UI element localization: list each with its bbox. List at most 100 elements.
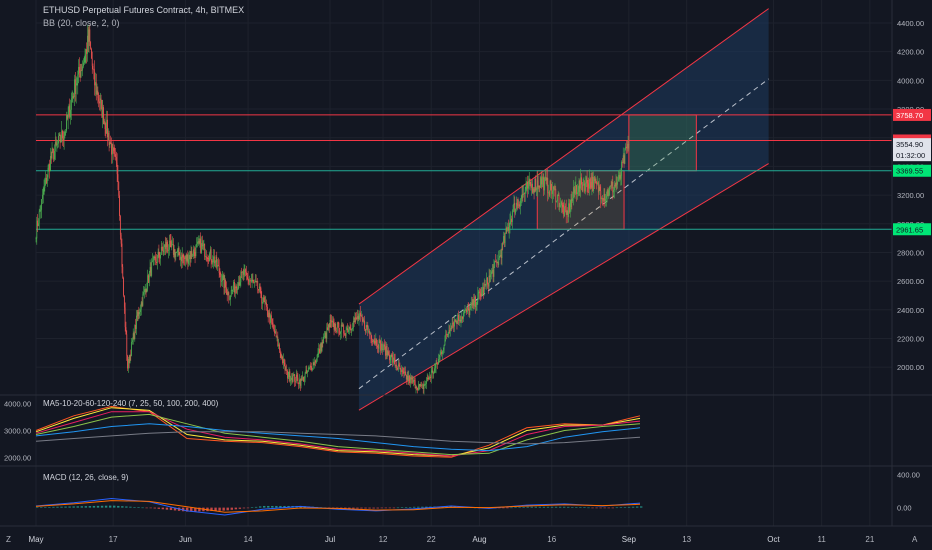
macd-histogram-bar: [348, 507, 351, 509]
candle: [511, 218, 512, 222]
macd-histogram-bar: [404, 507, 408, 508]
candle: [123, 295, 125, 308]
macd-histogram-bar: [623, 507, 627, 508]
time-tick-label: May: [28, 535, 43, 544]
macd-histogram-bar: [591, 507, 594, 509]
macd-histogram-bar: [100, 505, 104, 508]
candle: [336, 322, 338, 332]
candle: [595, 179, 597, 184]
candle: [517, 204, 519, 206]
candle: [189, 255, 191, 259]
candle: [41, 199, 43, 210]
candle: [329, 319, 331, 328]
candle: [77, 74, 79, 84]
candle: [459, 319, 461, 322]
candle: [552, 190, 553, 194]
macd-histogram-bar: [376, 507, 379, 509]
candle: [580, 177, 582, 189]
candle: [179, 255, 181, 260]
candle: [547, 178, 549, 194]
candle: [593, 177, 594, 192]
candle: [274, 329, 275, 334]
candle: [488, 275, 490, 287]
macd-histogram-bar: [502, 507, 505, 509]
candle: [225, 287, 227, 295]
candle: [479, 291, 480, 293]
candle: [113, 147, 115, 151]
candle: [107, 132, 109, 138]
macd-histogram-bar: [518, 507, 521, 508]
candle: [585, 177, 587, 183]
macd-tick-label: 0.00: [897, 504, 912, 513]
price-tick-label: 4000.00: [897, 76, 924, 85]
candle: [336, 330, 337, 332]
macd-histogram-bar: [352, 507, 355, 509]
candle: [395, 365, 397, 367]
candle: [272, 322, 274, 325]
candle: [42, 194, 43, 200]
candle: [621, 161, 623, 176]
candle: [401, 369, 402, 372]
candle: [472, 299, 474, 306]
macd-histogram-bar: [72, 506, 75, 508]
candle: [607, 190, 609, 197]
candle: [536, 180, 538, 188]
candle: [144, 289, 145, 293]
candle: [250, 280, 251, 282]
candle: [154, 256, 156, 259]
candle: [626, 147, 628, 149]
candle: [203, 243, 205, 246]
candle: [527, 181, 529, 189]
candle: [319, 343, 321, 353]
candle: [340, 332, 341, 334]
candle: [250, 281, 252, 282]
candle: [489, 275, 491, 277]
candle: [111, 143, 112, 155]
candle: [622, 155, 624, 163]
candle: [165, 242, 167, 249]
macd-histogram-bar: [230, 507, 233, 510]
candle: [555, 188, 557, 203]
candle: [218, 265, 220, 273]
candle: [464, 310, 466, 314]
candle: [371, 339, 373, 341]
candle: [119, 195, 120, 217]
candle: [448, 330, 450, 334]
candle: [334, 324, 336, 330]
candle: [195, 245, 197, 257]
macd-histogram-bar: [388, 507, 392, 509]
candle: [578, 180, 580, 192]
candle: [434, 368, 435, 374]
candle: [328, 324, 330, 328]
candle: [355, 317, 357, 319]
candle: [48, 163, 50, 168]
candle: [306, 369, 308, 373]
candle: [347, 328, 349, 333]
candle: [176, 252, 177, 254]
candle: [603, 194, 605, 201]
candle: [491, 271, 492, 275]
candle: [522, 194, 524, 196]
candle: [424, 384, 426, 386]
macd-histogram-bar: [526, 506, 529, 508]
candle: [451, 323, 453, 329]
candle: [84, 54, 86, 63]
candle: [85, 49, 87, 55]
candle: [368, 330, 370, 334]
candle: [271, 318, 273, 323]
candle: [499, 255, 500, 258]
candle: [540, 177, 541, 188]
candle: [360, 315, 362, 317]
candle: [516, 202, 518, 205]
candle: [535, 178, 537, 191]
candle: [401, 369, 403, 372]
candle: [568, 203, 570, 218]
candle: [143, 292, 145, 295]
candle: [189, 255, 190, 260]
candle: [257, 281, 259, 290]
candle: [332, 320, 334, 322]
candle: [385, 346, 387, 356]
macd-histogram-bar: [396, 507, 400, 509]
candle: [572, 198, 574, 202]
